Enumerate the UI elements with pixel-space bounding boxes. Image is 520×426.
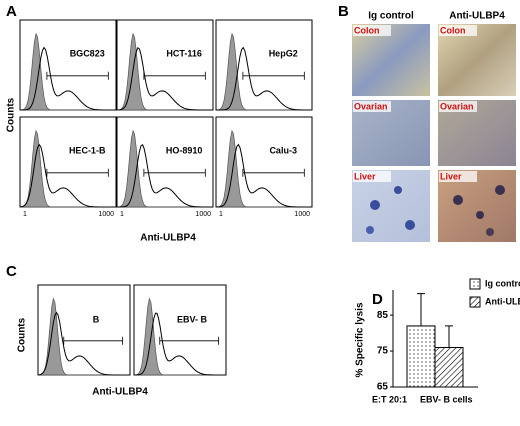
histogram-label: HepG2 <box>269 49 298 59</box>
histogram-label: B <box>93 314 100 324</box>
tissue-label-bg <box>353 171 391 182</box>
x-tick-label: 1 <box>219 211 223 218</box>
x-tick-label: 1 <box>120 211 124 218</box>
stained-histogram <box>116 47 213 111</box>
x-tick-label: 1000 <box>294 211 310 218</box>
y-axis-label: Counts <box>17 317 28 352</box>
panel-label: A <box>6 3 17 20</box>
y-axis-label: Counts <box>6 97 17 132</box>
tissue-label: Colon <box>354 25 380 35</box>
legend-swatch <box>469 296 481 308</box>
x-tick-label: 1000 <box>98 211 114 218</box>
stained-histogram <box>216 46 312 111</box>
tissue-label: Liver <box>354 171 376 181</box>
stained-histogram <box>215 143 312 208</box>
x-axis-label: Anti-ULBP4 <box>140 233 196 244</box>
histogram-label: HEC-1-B <box>69 146 106 156</box>
stained-histogram <box>37 311 130 376</box>
tissue-label: Colon <box>440 25 466 35</box>
stained-histogram <box>19 143 116 208</box>
stained-histogram <box>20 46 116 111</box>
tissue-label-bg <box>439 101 477 112</box>
x-label: EBV- B cells <box>420 394 473 404</box>
legend-label: Anti-ULBP4 <box>485 296 520 306</box>
panel-label: B <box>338 3 349 20</box>
tissue-label: Ovarian <box>354 101 388 111</box>
tissue-label: Ovarian <box>440 101 474 111</box>
y-axis-label: % Specific lysis <box>355 302 366 377</box>
gate-marker <box>159 336 220 345</box>
error-bar <box>445 325 453 348</box>
gate-marker <box>143 71 206 80</box>
bar <box>434 346 464 388</box>
column-header: Anti-ULBP4 <box>449 11 505 22</box>
tissue-label-bg <box>353 25 391 36</box>
tissue-label-bg <box>439 25 477 36</box>
stained-histogram <box>117 144 213 208</box>
gate-marker <box>143 168 206 177</box>
x-tick-label: 1 <box>23 211 27 218</box>
gate-marker <box>242 168 305 177</box>
tissue-label-bg <box>353 101 391 112</box>
gate-marker <box>242 71 305 80</box>
histogram-label: HO-8910 <box>166 146 203 156</box>
legend-swatch <box>469 278 481 290</box>
panel-label: D <box>372 291 383 308</box>
gate-marker <box>46 71 109 80</box>
histogram-label: BGC823 <box>70 49 105 59</box>
x-tick-label: 1000 <box>195 211 211 218</box>
stained-histogram <box>134 312 226 376</box>
y-tick-label: 85 <box>377 310 389 321</box>
legend-label: Ig control <box>485 278 520 288</box>
histogram-label: Calu-3 <box>269 146 297 156</box>
x-axis-label: Anti-ULBP4 <box>92 387 148 398</box>
histogram-label: EBV- B <box>177 314 208 324</box>
histogram-label: HCT-116 <box>166 49 202 59</box>
y-tick-label: 75 <box>377 346 389 357</box>
gate-marker <box>46 168 109 177</box>
panel-label: C <box>6 263 17 280</box>
bar <box>406 325 436 388</box>
x-label: E:T 20:1 <box>372 394 407 404</box>
tissue-label: Liver <box>440 171 462 181</box>
micrographs <box>352 24 516 242</box>
tissue-label-bg <box>439 171 477 182</box>
y-tick-label: 65 <box>377 382 389 393</box>
column-header: Ig control <box>368 11 414 22</box>
gate-marker <box>63 336 124 345</box>
error-bar <box>417 293 425 326</box>
